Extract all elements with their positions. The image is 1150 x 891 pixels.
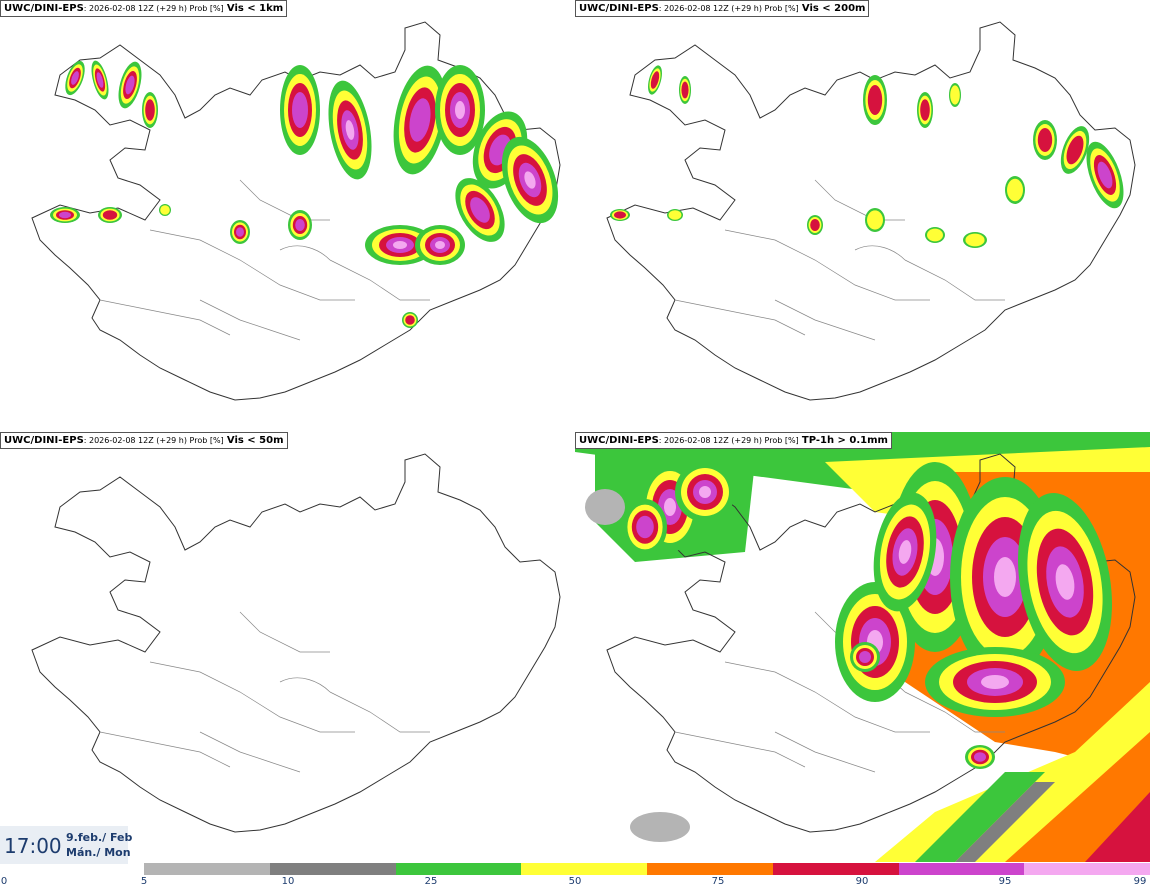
- model-name: UWC/DINI-EPS: [4, 435, 84, 446]
- map-svg: [31, 21, 561, 401]
- model-name: UWC/DINI-EPS: [579, 3, 659, 14]
- map-panel-vis-1km: UWC/DINI-EPS: 2026-02-08 12Z (+29 h) Pro…: [0, 0, 575, 430]
- variable-name: Vis < 50m: [226, 435, 284, 446]
- colorbar-segment: [395, 863, 522, 875]
- colorbar-segment: [144, 863, 270, 875]
- probability-colorbar: [144, 863, 1150, 875]
- colorbar-tick: 25: [424, 876, 438, 887]
- colorbar-segment: [647, 863, 773, 875]
- colorbar-tick: 95: [998, 876, 1012, 887]
- valid-date-line2: Mán./ Mon: [66, 846, 131, 859]
- panel-title: UWC/DINI-EPS: 2026-02-08 12Z (+29 h) Pro…: [575, 432, 892, 449]
- map-svg: [575, 432, 1150, 862]
- colorbar-tick: 99: [1133, 876, 1147, 887]
- run-info: : 2026-02-08 12Z (+29 h) Prob [%]: [83, 4, 224, 13]
- colorbar-tick: 0: [0, 876, 8, 887]
- valid-date-line1: 9.feb./ Feb: [66, 831, 133, 844]
- valid-time-box: 17:00 9.feb./ Feb Mán./ Mon: [0, 826, 132, 864]
- colorbar-tick: 90: [855, 876, 869, 887]
- colorbar-segment: [521, 863, 647, 875]
- map-panel-vis-200m: UWC/DINI-EPS: 2026-02-08 12Z (+29 h) Pro…: [575, 0, 1150, 430]
- panel-title: UWC/DINI-EPS: 2026-02-08 12Z (+29 h) Pro…: [0, 0, 288, 17]
- run-info: : 2026-02-08 12Z (+29 h) Prob [%]: [658, 436, 799, 445]
- variable-name: Vis < 1km: [226, 3, 284, 14]
- colorbar-tick: 75: [711, 876, 725, 887]
- colorbar-tick: 10: [281, 876, 295, 887]
- colorbar-tick: 50: [568, 876, 582, 887]
- colorbar-segment: [1024, 863, 1150, 875]
- model-name: UWC/DINI-EPS: [4, 3, 84, 14]
- colorbar-segment: [898, 863, 1025, 875]
- map-svg: [606, 21, 1136, 401]
- valid-time: 17:00: [4, 834, 62, 858]
- colorbar-ticks: 0 5 10 25 50 75 90 95 99: [0, 876, 1150, 890]
- map-panel-vis-50m: UWC/DINI-EPS: 2026-02-08 12Z (+29 h) Pro…: [0, 432, 575, 862]
- model-name: UWC/DINI-EPS: [579, 435, 659, 446]
- colorbar-segment: [772, 863, 899, 875]
- run-info: : 2026-02-08 12Z (+29 h) Prob [%]: [658, 4, 799, 13]
- panel-title: UWC/DINI-EPS: 2026-02-08 12Z (+29 h) Pro…: [575, 0, 870, 17]
- colorbar-segment: [269, 863, 396, 875]
- map-panel-precip: UWC/DINI-EPS: 2026-02-08 12Z (+29 h) Pro…: [575, 432, 1150, 862]
- panel-title: UWC/DINI-EPS: 2026-02-08 12Z (+29 h) Pro…: [0, 432, 288, 449]
- variable-name: Vis < 200m: [801, 3, 866, 14]
- run-info: : 2026-02-08 12Z (+29 h) Prob [%]: [83, 436, 224, 445]
- colorbar-tick: 5: [140, 876, 148, 887]
- map-svg: [31, 453, 561, 833]
- variable-name: TP-1h > 0.1mm: [801, 435, 888, 446]
